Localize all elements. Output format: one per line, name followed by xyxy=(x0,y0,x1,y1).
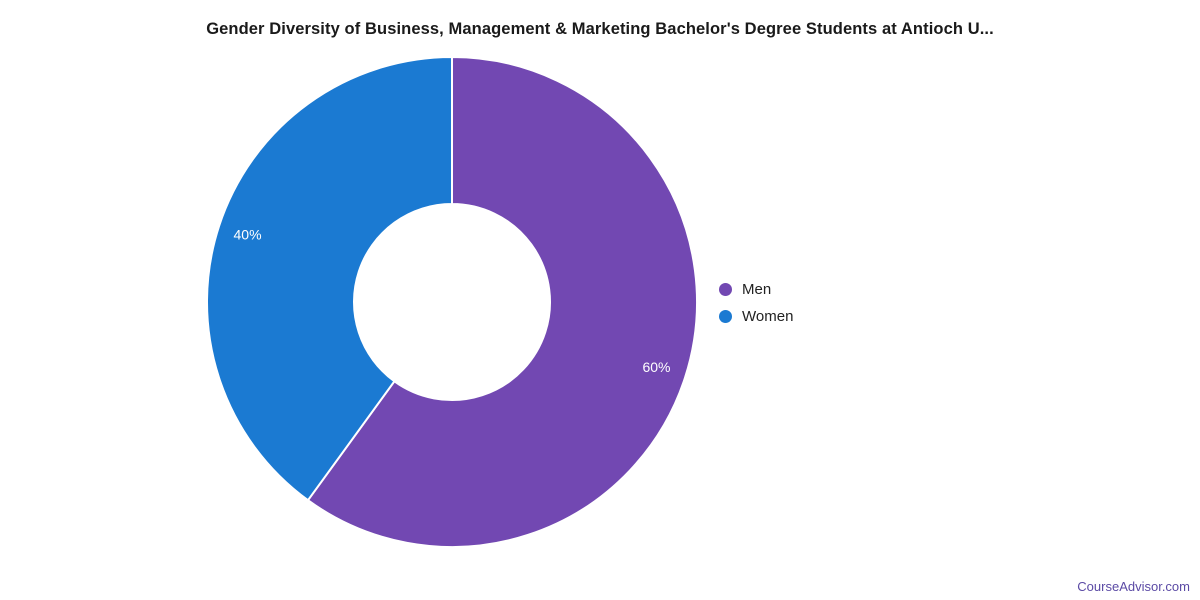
slice-label-men: 60% xyxy=(642,359,670,375)
legend-item-men[interactable]: Men xyxy=(719,276,793,303)
legend-marker-men xyxy=(719,283,732,296)
legend-label-women: Women xyxy=(742,308,794,325)
pie-slice-women[interactable] xyxy=(206,56,453,502)
slice-label-women: 40% xyxy=(234,226,262,242)
legend-label-men: Men xyxy=(742,281,772,298)
courseadvisor-watermark-link[interactable]: CourseAdvisor.com xyxy=(1077,579,1190,594)
pie-slice-men[interactable] xyxy=(306,56,698,548)
chart-legend: Men Women xyxy=(719,276,793,330)
legend-marker-women xyxy=(719,310,732,323)
chart-title: Gender Diversity of Business, Management… xyxy=(206,20,994,38)
legend-item-women[interactable]: Women xyxy=(719,303,793,330)
